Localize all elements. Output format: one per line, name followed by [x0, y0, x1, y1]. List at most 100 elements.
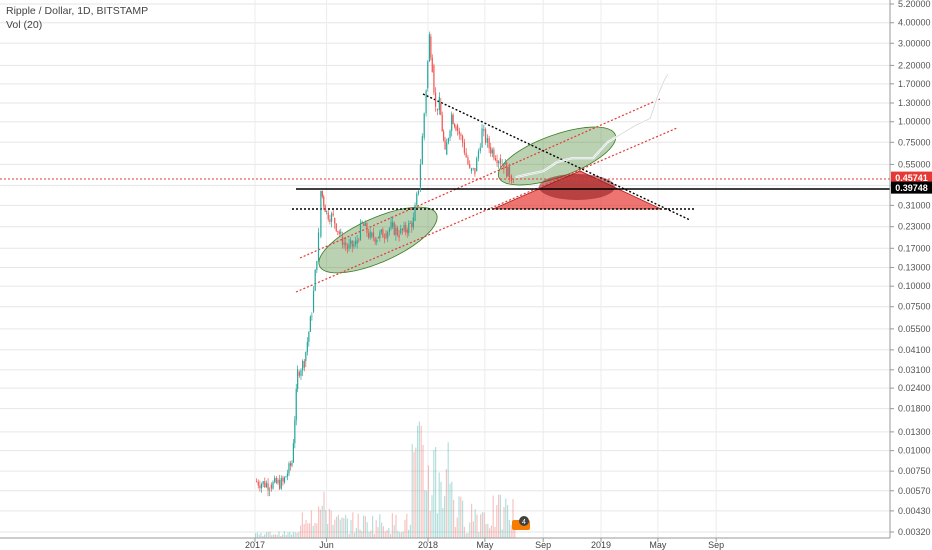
price-candle-body — [385, 233, 387, 238]
volume-bar — [346, 518, 348, 538]
volume-bar — [337, 514, 339, 538]
volume-bar — [273, 534, 275, 538]
y-tick-label: 5.20000 — [898, 0, 931, 9]
plot-area — [0, 0, 890, 538]
volume-bar — [442, 507, 444, 538]
price-candle-body — [457, 125, 459, 131]
volume-bar — [424, 490, 426, 538]
time-axis-ticks: 2017 Jun 2018 May Sep 2019 May Sep — [245, 538, 724, 550]
volume-bar — [413, 451, 415, 538]
price-candle-body — [494, 158, 497, 161]
volume-bar — [368, 531, 370, 538]
price-candle-body — [323, 196, 325, 206]
volume-bar — [258, 534, 260, 538]
price-series — [256, 31, 514, 497]
volume-bar — [404, 519, 406, 538]
volume-bar — [449, 483, 451, 538]
volume-bar — [440, 481, 442, 538]
price-candle-body — [332, 213, 334, 216]
price-candle-body — [264, 481, 266, 488]
price-candle-body — [458, 130, 460, 135]
volume-bar — [343, 518, 345, 538]
price-candle-body — [504, 162, 506, 165]
price-candle-body — [380, 229, 382, 233]
price-candle-body — [364, 223, 366, 226]
volume-bar — [384, 531, 386, 538]
price-candle-body — [387, 231, 389, 238]
price-tag-box — [891, 171, 932, 184]
volume-bar — [472, 521, 474, 538]
y-tick-label: 2.20000 — [898, 60, 931, 70]
volume-bar — [300, 525, 302, 538]
volume-indicator-label[interactable]: Vol (20) — [6, 19, 43, 31]
price-candle-body — [451, 114, 453, 131]
volume-bar — [476, 514, 478, 538]
volume-bar — [377, 527, 379, 538]
y-tick-label: 0.00320 — [898, 527, 931, 537]
price-candle-body — [490, 147, 492, 154]
volume-bar — [487, 523, 489, 538]
price-candle-body — [377, 236, 379, 239]
y-tick-label: 0.55000 — [898, 159, 931, 169]
volume-bar — [264, 534, 266, 538]
volume-bar — [408, 529, 410, 538]
alert-badge-count: 4 — [522, 519, 526, 526]
grid — [0, 0, 890, 538]
overlap-ellipse — [539, 174, 615, 200]
price-candle-body — [329, 219, 331, 222]
volume-bar — [355, 527, 357, 538]
x-tick-label: Sep — [535, 540, 551, 550]
volume-bar — [444, 495, 446, 538]
volume-bar — [399, 532, 401, 538]
y-tick-label: 4.00000 — [898, 18, 931, 28]
volume-bar — [429, 510, 431, 538]
volume-bar — [265, 532, 267, 538]
price-candle-body — [288, 463, 290, 474]
price-candle-body — [348, 243, 350, 249]
price-tag-box — [891, 181, 932, 194]
x-tick-label: 2018 — [418, 540, 438, 550]
price-candle-body — [330, 213, 333, 222]
volume-bar — [276, 534, 278, 538]
price-candle-body — [279, 479, 281, 489]
volume-bar — [262, 535, 264, 538]
volume-bar — [283, 531, 285, 538]
volume-bar — [406, 513, 408, 538]
price-candle-body — [366, 223, 368, 233]
volume-bar — [458, 496, 460, 538]
symbol-title[interactable]: Ripple / Dollar, 1D, BITSTAMP — [6, 5, 149, 17]
price-axis[interactable] — [890, 0, 932, 538]
volume-bar — [501, 529, 503, 538]
volume-bar — [341, 517, 343, 538]
volume-bar — [474, 509, 476, 538]
price-candle-body — [400, 228, 402, 234]
volume-bar — [391, 513, 393, 538]
price-candle-body — [359, 222, 362, 240]
price-candle-body — [337, 231, 339, 232]
price-candle-body — [338, 231, 340, 234]
price-candle-body — [316, 261, 318, 271]
y-tick-label: 0.04100 — [898, 345, 931, 355]
volume-bar — [481, 512, 483, 538]
price-candle-body — [297, 369, 299, 389]
volume-bar — [420, 425, 422, 538]
volume-bar — [381, 522, 383, 538]
alert-badge[interactable]: 4 — [512, 516, 530, 530]
volume-bar — [372, 516, 374, 538]
volume-bar — [334, 519, 336, 538]
y-tick-label: 0.03100 — [898, 365, 931, 375]
volume-bar — [327, 524, 329, 538]
y-tick-label: 0.23000 — [898, 222, 931, 232]
price-candle-body — [285, 476, 287, 478]
volume-bar — [323, 491, 325, 538]
volume-bar — [400, 532, 402, 538]
time-axis[interactable] — [0, 538, 932, 550]
volume-bar — [325, 509, 327, 538]
volume-bar — [418, 421, 420, 538]
price-candle-body — [334, 217, 336, 224]
volume-bar — [282, 534, 284, 538]
volume-bar — [280, 535, 282, 538]
